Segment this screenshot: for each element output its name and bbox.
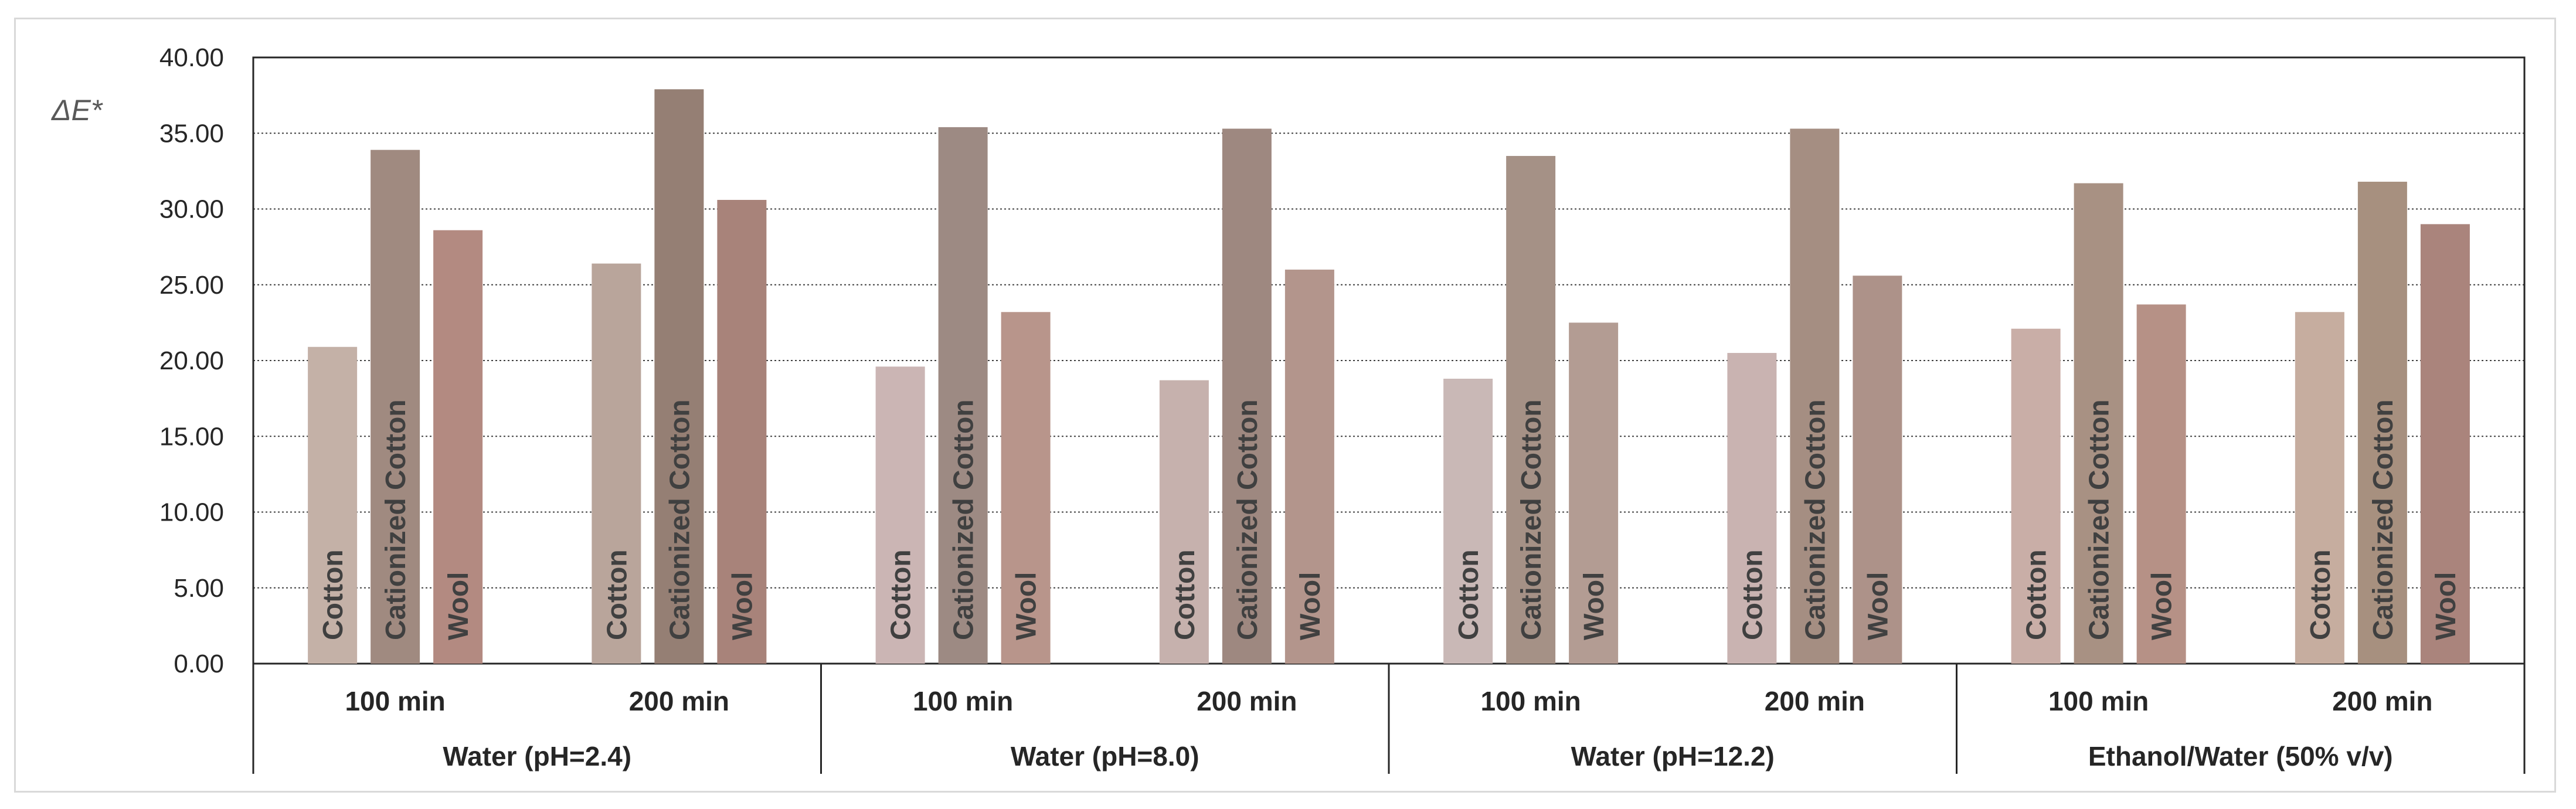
bar-cationized-cotton (1222, 128, 1272, 664)
bar-series-label: Cationized Cotton (664, 399, 695, 640)
bar-series-label: Cationized Cotton (1232, 399, 1263, 640)
bar-wool (433, 230, 483, 664)
bar-cotton (1443, 379, 1493, 664)
y-tick-label: 5.00 (174, 574, 224, 603)
bar-cationized-cotton (371, 149, 420, 664)
bar-series-label: Wool (1579, 572, 1610, 640)
bar-series-label: Cationized Cotton (1800, 399, 1831, 640)
bar-series-label: Wool (1863, 572, 1894, 640)
bar-series-label: Cationized Cotton (380, 399, 412, 640)
x-tick-label-time: 100 min (345, 686, 445, 716)
bar-wool (1284, 269, 1334, 664)
bar-cationized-cotton (2357, 181, 2407, 664)
y-tick-label: 40.00 (159, 43, 224, 72)
x-tick-label-time: 100 min (913, 686, 1013, 716)
x-tick-label-time: 100 min (1480, 686, 1581, 716)
bar-cotton (1727, 353, 1777, 664)
bar-cotton (875, 366, 925, 664)
bar-series-label: Cotton (1737, 549, 1768, 640)
bar-series-label: Wool (1011, 572, 1042, 640)
bar-wool (717, 199, 767, 664)
bar-series-label: Cotton (318, 549, 349, 640)
bar-wool (1853, 276, 1902, 664)
bar-series-label: Cotton (886, 549, 917, 640)
y-tick-label: 30.00 (159, 195, 224, 224)
y-tick-label: 0.00 (174, 650, 224, 678)
bar-series-label: Cationized Cotton (1516, 399, 1547, 640)
bar-series-label: Wool (2147, 572, 2178, 640)
bar-wool (2136, 304, 2186, 664)
bar-series-label: Wool (2431, 572, 2462, 640)
bar-cationized-cotton (1506, 156, 1556, 664)
x-group-label: Water (pH=8.0) (1011, 741, 1199, 771)
y-tick-label: 15.00 (159, 422, 224, 451)
bar-wool (2420, 224, 2470, 664)
y-tick-label: 25.00 (159, 271, 224, 300)
bar-cotton (2295, 312, 2344, 664)
y-tick-label: 35.00 (159, 119, 224, 148)
bar-series-label: Wool (1295, 572, 1326, 640)
bar-series-label: Cotton (601, 549, 633, 640)
bar-wool (1569, 322, 1619, 664)
x-tick-label-time: 100 min (2048, 686, 2149, 716)
bar-cationized-cotton (2074, 183, 2123, 664)
bar-series-label: Wool (443, 572, 474, 640)
bar-cationized-cotton (938, 127, 988, 664)
bar-cotton (1159, 380, 1209, 664)
x-group-label: Water (pH=12.2) (1571, 741, 1775, 771)
bar-series-label: Cotton (2021, 549, 2052, 640)
bar-series-label: Cotton (2305, 549, 2336, 640)
bar-cotton (592, 263, 641, 664)
bar-series-label: Cationized Cotton (2368, 399, 2399, 640)
bar-series-label: Cotton (1170, 549, 1201, 640)
bar-cotton (308, 346, 358, 664)
y-tick-label: 10.00 (159, 498, 224, 527)
x-group-label: Water (pH=2.4) (443, 741, 631, 771)
x-tick-label-time: 200 min (2332, 686, 2432, 716)
bar-cationized-cotton (1790, 128, 1840, 664)
bar-cationized-cotton (654, 89, 704, 664)
y-axis-label: ΔE* (51, 94, 103, 127)
x-group-label: Ethanol/Water (50% v/v) (2088, 741, 2393, 771)
y-tick-label: 20.00 (159, 346, 224, 375)
bar-series-label: Wool (727, 572, 758, 640)
bar-wool (1001, 312, 1051, 664)
bar-cotton (2011, 328, 2061, 664)
x-tick-label-time: 200 min (629, 686, 729, 716)
bar-series-label: Cationized Cotton (949, 399, 980, 640)
bar-series-label: Cotton (1453, 549, 1484, 640)
x-tick-label-time: 200 min (1765, 686, 1865, 716)
x-tick-label-time: 200 min (1197, 686, 1297, 716)
bar-series-label: Cationized Cotton (2084, 399, 2115, 640)
